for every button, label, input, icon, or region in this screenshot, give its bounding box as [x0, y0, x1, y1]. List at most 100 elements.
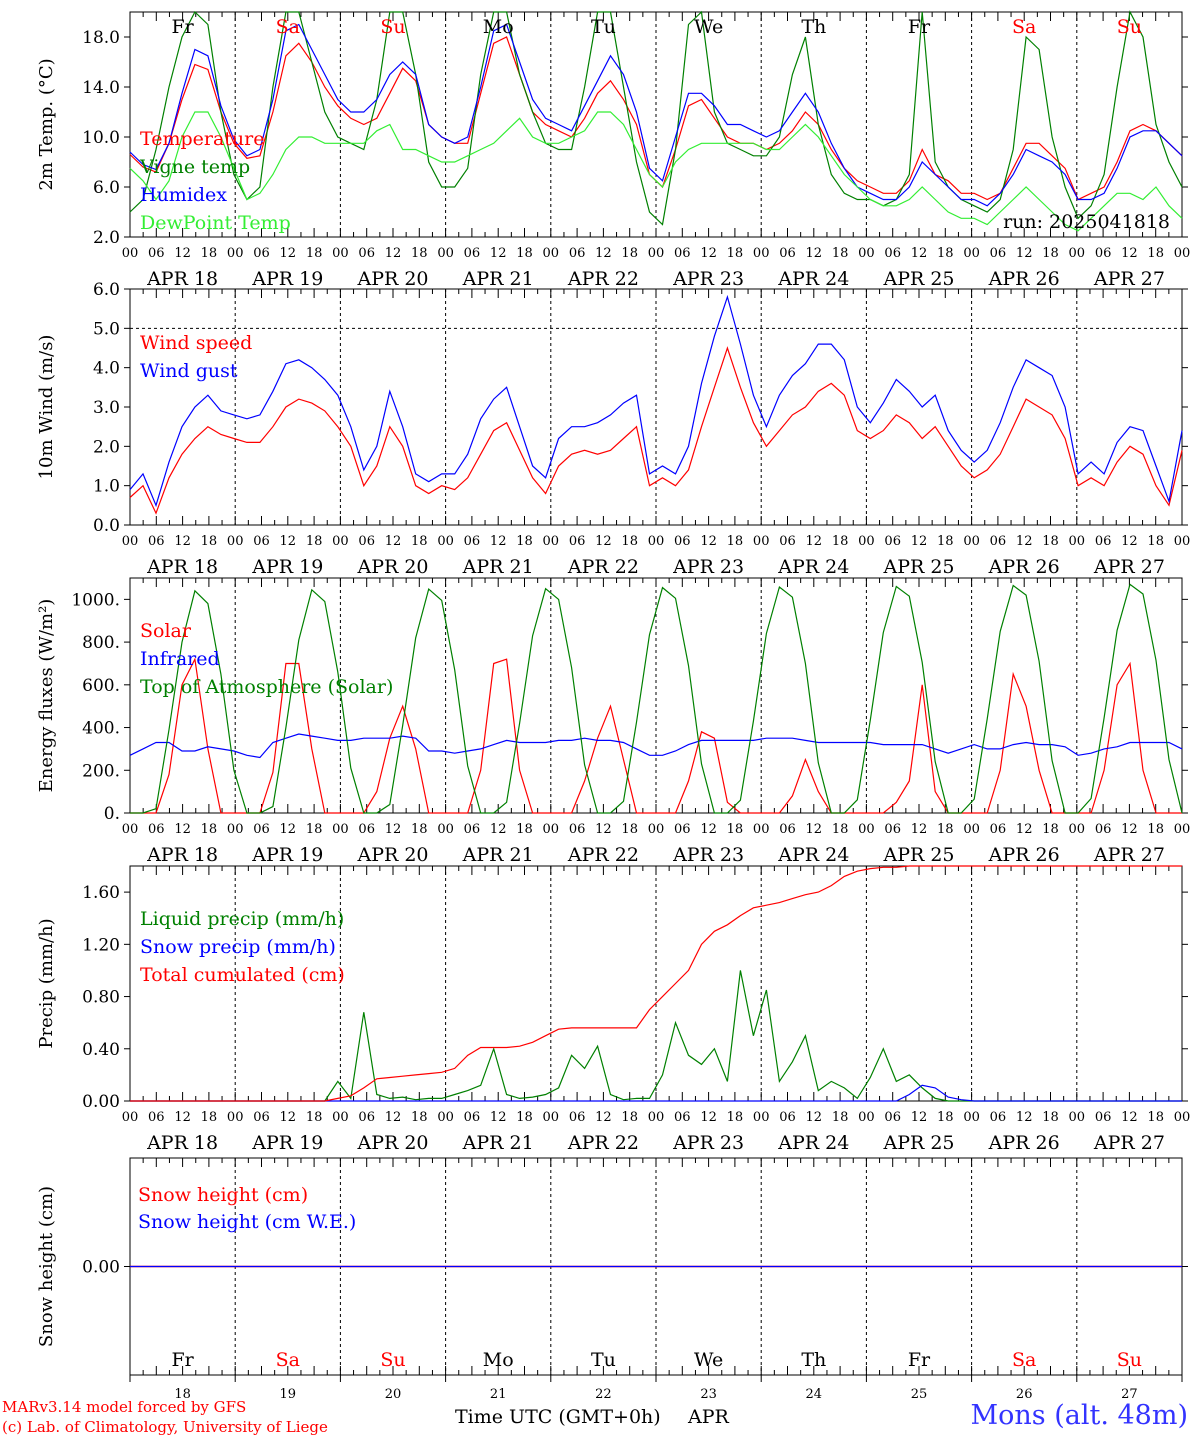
- hour-label: 12: [490, 246, 507, 261]
- weekday-label-bottom: Sa: [276, 1349, 300, 1371]
- weekday-label-bottom: Su: [380, 1349, 405, 1371]
- hour-label: 18: [727, 822, 744, 837]
- hour-label: 18: [727, 246, 744, 261]
- legend-entry: Liquid precip (mm/h): [140, 908, 344, 930]
- date-label: APR 27: [1093, 844, 1165, 866]
- hour-label: 12: [595, 1110, 612, 1125]
- hour-label: 06: [990, 1110, 1007, 1125]
- hour-label: 12: [385, 534, 402, 549]
- hour-label: 18: [516, 1110, 533, 1125]
- hour-label: 00: [963, 534, 980, 549]
- weekday-label-top: Su: [1117, 16, 1142, 38]
- date-label: APR 22: [567, 556, 639, 578]
- series-line-total-cumulated-cm-: [130, 865, 1182, 1102]
- y-tick-label: 0.00: [82, 1258, 120, 1278]
- hour-label: 00: [227, 822, 244, 837]
- hour-label: 06: [884, 822, 901, 837]
- y-tick-label: 0.: [104, 804, 120, 824]
- hour-label: 00: [437, 1110, 454, 1125]
- hour-label: 06: [990, 822, 1007, 837]
- hour-label: 00: [753, 246, 770, 261]
- weekday-label-bottom: Tu: [591, 1349, 616, 1371]
- date-label: APR 24: [777, 844, 849, 866]
- hour-label: 12: [280, 246, 297, 261]
- hour-label: 06: [148, 822, 165, 837]
- y-tick-label: 0.0: [93, 516, 120, 536]
- hour-label: 06: [884, 534, 901, 549]
- hour-label: 18: [306, 1110, 323, 1125]
- hour-label: 00: [1069, 822, 1086, 837]
- hour-label: 12: [806, 534, 823, 549]
- date-label: APR 23: [672, 1132, 744, 1154]
- hour-label: 06: [358, 246, 375, 261]
- weekday-label-top: Th: [801, 16, 826, 38]
- hour-label: 12: [911, 1110, 928, 1125]
- hour-label: 00: [122, 1110, 139, 1125]
- y-tick-label: 600.: [82, 676, 120, 696]
- hour-label: 00: [543, 534, 560, 549]
- legend-entry: Infrared: [140, 648, 220, 670]
- date-label: APR 26: [988, 1132, 1060, 1154]
- hour-label: 00: [753, 822, 770, 837]
- hour-label: 06: [990, 246, 1007, 261]
- legend-entry: Wind gust: [140, 360, 238, 382]
- hour-label: 12: [700, 1110, 717, 1125]
- hour-label: 12: [385, 822, 402, 837]
- hour-label: 06: [1095, 1110, 1112, 1125]
- date-label: APR 18: [146, 556, 218, 578]
- day-number: 21: [490, 1387, 507, 1402]
- hour-label: 06: [1095, 246, 1112, 261]
- hour-label: 18: [937, 534, 954, 549]
- hour-label: 00: [1174, 534, 1191, 549]
- hour-label: 00: [648, 822, 665, 837]
- y-tick-label: 2.0: [93, 437, 120, 457]
- hour-label: 06: [779, 246, 796, 261]
- hour-label: 18: [832, 246, 849, 261]
- hour-label: 00: [332, 246, 349, 261]
- y-tick-label: 0.00: [82, 1092, 120, 1112]
- hour-label: 06: [358, 822, 375, 837]
- hour-label: 12: [174, 534, 191, 549]
- date-label: APR 18: [146, 1132, 218, 1154]
- hour-label: 18: [1147, 534, 1164, 549]
- y-tick-label: 6.0: [93, 178, 120, 198]
- hour-label: 00: [1069, 534, 1086, 549]
- weekday-label-top: Fr: [171, 16, 194, 38]
- hour-label: 00: [858, 534, 875, 549]
- hour-label: 18: [411, 822, 428, 837]
- hour-label: 18: [621, 1110, 638, 1125]
- hour-label: 12: [490, 534, 507, 549]
- y-tick-label: 800.: [82, 633, 120, 653]
- day-number: 20: [385, 1387, 402, 1402]
- date-label: APR 19: [251, 268, 323, 290]
- date-label: APR 27: [1093, 1132, 1165, 1154]
- day-number: 26: [1016, 1387, 1033, 1402]
- hour-label: 18: [937, 246, 954, 261]
- hour-label: 06: [674, 822, 691, 837]
- hour-label: 12: [1121, 1110, 1138, 1125]
- hour-label: 06: [464, 246, 481, 261]
- y-tick-label: 14.0: [82, 78, 120, 98]
- hour-label: 00: [753, 1110, 770, 1125]
- hour-label: 00: [332, 822, 349, 837]
- hour-label: 12: [174, 246, 191, 261]
- hour-label: 06: [253, 246, 270, 261]
- hour-label: 06: [674, 1110, 691, 1125]
- hour-label: 12: [911, 822, 928, 837]
- date-label: APR 26: [988, 844, 1060, 866]
- date-label: APR 22: [567, 1132, 639, 1154]
- hour-label: 06: [779, 1110, 796, 1125]
- hour-label: 00: [122, 534, 139, 549]
- date-label: APR 20: [356, 556, 428, 578]
- date-label: APR 19: [251, 556, 323, 578]
- series-line-humidex: [129, 23, 1183, 207]
- date-label: APR 22: [567, 844, 639, 866]
- hour-label: 12: [1016, 1110, 1033, 1125]
- legend-entry: Snow height (cm): [138, 1184, 308, 1206]
- y-tick-label: 0.40: [82, 1040, 120, 1060]
- hour-label: 06: [358, 534, 375, 549]
- hour-label: 00: [332, 1110, 349, 1125]
- hour-label: 06: [148, 246, 165, 261]
- date-label: APR 23: [672, 556, 744, 578]
- y-axis-label: Snow height (cm): [36, 1186, 57, 1347]
